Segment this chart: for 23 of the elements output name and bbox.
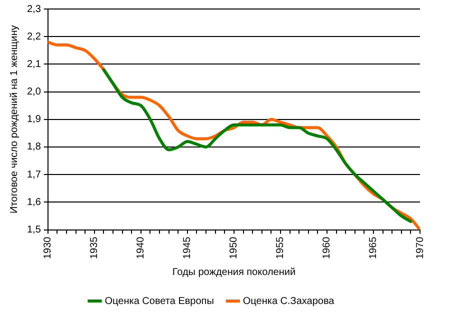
- y-tick-label: 1,6: [26, 196, 42, 208]
- y-tick-label: 1,7: [26, 169, 42, 180]
- x-tick-label: 1965: [368, 236, 380, 260]
- x-tick-label: 1930: [42, 236, 54, 260]
- legend-label: Оценка С.Захарова: [242, 296, 335, 307]
- y-tick-label: 2,0: [26, 86, 42, 98]
- x-tick-label: 1935: [89, 236, 100, 260]
- y-tick-label: 2,3: [26, 4, 42, 15]
- x-tick-label: 1955: [275, 236, 286, 260]
- x-tick-label: 1945: [182, 236, 194, 260]
- y-tick-label: 1,8: [26, 142, 42, 153]
- x-axis-title: Годы рождения поколений: [172, 266, 296, 278]
- y-tick-label: 2,1: [26, 58, 42, 70]
- y-tick-label: 2,2: [26, 31, 42, 42]
- x-tick-label: 1940: [136, 236, 147, 260]
- y-tick-label: 1,9: [26, 114, 42, 126]
- y-axis-title: Итоговое число рождений на 1 женщину: [8, 25, 20, 214]
- legend-label: Оценка Совета Европы: [104, 296, 214, 307]
- x-tick-label: 1950: [228, 236, 240, 260]
- x-tick-label: 1970: [414, 236, 426, 260]
- x-tick-label: 1960: [322, 236, 333, 260]
- y-tick-label: 1,5: [26, 224, 42, 236]
- line-series: [102, 68, 412, 223]
